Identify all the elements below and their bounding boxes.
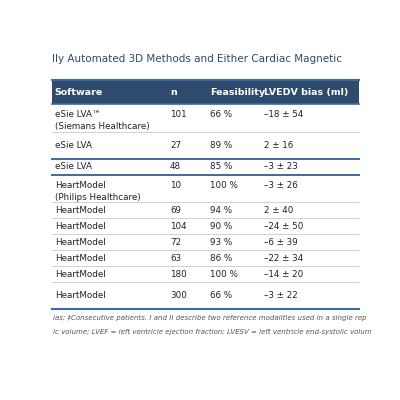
FancyBboxPatch shape bbox=[52, 132, 359, 159]
Text: 66 %: 66 % bbox=[210, 110, 232, 119]
Text: –3 ± 26: –3 ± 26 bbox=[264, 181, 298, 190]
FancyBboxPatch shape bbox=[52, 175, 359, 202]
Text: 89 %: 89 % bbox=[210, 141, 232, 150]
Text: 85 %: 85 % bbox=[210, 162, 232, 171]
Text: HeartModel: HeartModel bbox=[55, 270, 105, 279]
Text: –3 ± 22: –3 ± 22 bbox=[264, 291, 298, 300]
Text: Feasibility: Feasibility bbox=[210, 88, 265, 97]
Text: HeartModel: HeartModel bbox=[55, 222, 105, 230]
Text: 94 %: 94 % bbox=[210, 206, 232, 214]
Text: 72: 72 bbox=[170, 238, 181, 247]
Text: 10: 10 bbox=[170, 181, 181, 190]
Text: 63: 63 bbox=[170, 254, 181, 263]
Text: LVEDV bias (ml): LVEDV bias (ml) bbox=[264, 88, 348, 97]
Text: Software: Software bbox=[55, 88, 103, 97]
FancyBboxPatch shape bbox=[52, 80, 359, 104]
Text: n: n bbox=[170, 88, 177, 97]
Text: 104: 104 bbox=[170, 222, 187, 230]
FancyBboxPatch shape bbox=[52, 104, 359, 132]
Text: 86 %: 86 % bbox=[210, 254, 232, 263]
Text: HeartModel: HeartModel bbox=[55, 206, 105, 214]
Text: ias; ‡Consecutive patients. I and II describe two reference modalities used in a: ias; ‡Consecutive patients. I and II des… bbox=[53, 315, 367, 321]
Text: HeartModel: HeartModel bbox=[55, 238, 105, 247]
Text: 2 ± 40: 2 ± 40 bbox=[264, 206, 293, 214]
Text: 90 %: 90 % bbox=[210, 222, 232, 230]
Text: 69: 69 bbox=[170, 206, 181, 214]
Text: eSie LVA: eSie LVA bbox=[55, 162, 92, 171]
Text: –14 ± 20: –14 ± 20 bbox=[264, 270, 303, 279]
Text: lly Automated 3D Methods and Either Cardiac Magnetic: lly Automated 3D Methods and Either Card… bbox=[52, 54, 342, 64]
Text: 100 %: 100 % bbox=[210, 270, 238, 279]
Text: 93 %: 93 % bbox=[210, 238, 232, 247]
Text: HeartModel: HeartModel bbox=[55, 254, 105, 263]
Text: 300: 300 bbox=[170, 291, 187, 300]
FancyBboxPatch shape bbox=[52, 159, 359, 175]
Text: 48: 48 bbox=[170, 162, 181, 171]
Text: 101: 101 bbox=[170, 110, 187, 119]
Text: HeartModel: HeartModel bbox=[55, 291, 105, 300]
Text: –6 ± 39: –6 ± 39 bbox=[264, 238, 298, 247]
FancyBboxPatch shape bbox=[52, 266, 359, 282]
Text: 27: 27 bbox=[170, 141, 181, 150]
FancyBboxPatch shape bbox=[52, 282, 359, 309]
Text: eSie LVA™
(Siemans Healthcare): eSie LVA™ (Siemans Healthcare) bbox=[55, 110, 149, 131]
FancyBboxPatch shape bbox=[52, 250, 359, 266]
Text: ic volume; LVEF = left ventricle ejection fraction; LVESV = left ventricle end-s: ic volume; LVEF = left ventricle ejectio… bbox=[53, 329, 372, 335]
Text: 100 %: 100 % bbox=[210, 181, 238, 190]
Text: HeartModel
(Philips Healthcare): HeartModel (Philips Healthcare) bbox=[55, 181, 140, 202]
Text: –3 ± 23: –3 ± 23 bbox=[264, 162, 298, 171]
FancyBboxPatch shape bbox=[52, 202, 359, 218]
FancyBboxPatch shape bbox=[52, 218, 359, 234]
Text: –24 ± 50: –24 ± 50 bbox=[264, 222, 303, 230]
FancyBboxPatch shape bbox=[52, 234, 359, 250]
Text: –22 ± 34: –22 ± 34 bbox=[264, 254, 303, 263]
Text: –18 ± 54: –18 ± 54 bbox=[264, 110, 303, 119]
Text: 2 ± 16: 2 ± 16 bbox=[264, 141, 293, 150]
Text: eSie LVA: eSie LVA bbox=[55, 141, 92, 150]
Text: 66 %: 66 % bbox=[210, 291, 232, 300]
Text: 180: 180 bbox=[170, 270, 187, 279]
